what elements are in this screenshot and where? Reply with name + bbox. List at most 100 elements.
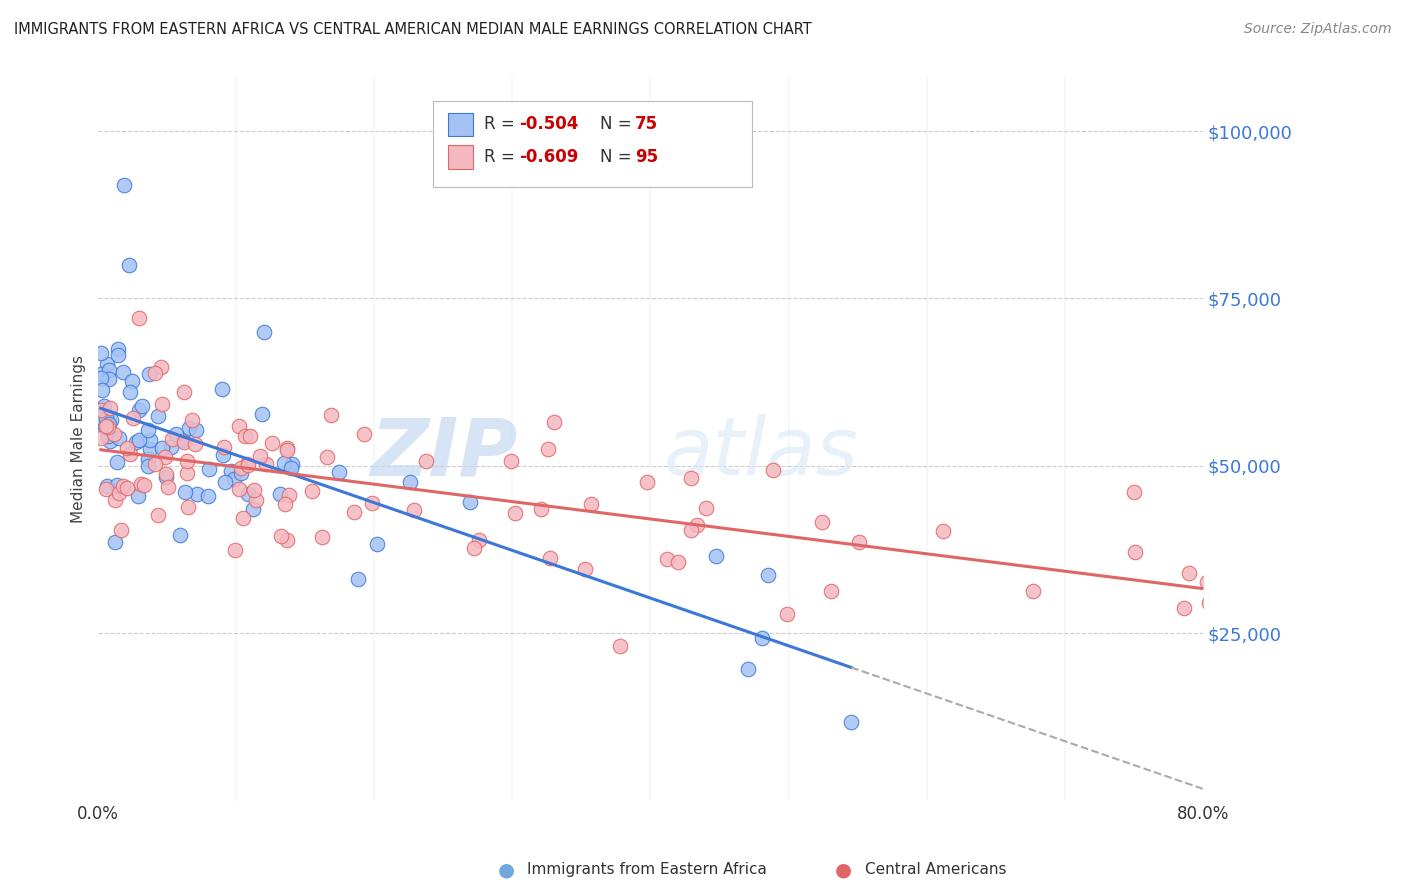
Point bbox=[366, 537, 388, 551]
Point bbox=[96, 357, 118, 371]
Point bbox=[103, 426, 125, 441]
Point bbox=[179, 421, 201, 435]
Point bbox=[97, 429, 120, 443]
Point bbox=[301, 484, 323, 499]
Point bbox=[108, 485, 131, 500]
Point bbox=[276, 442, 298, 457]
Point bbox=[138, 423, 160, 437]
Point bbox=[90, 367, 112, 381]
Point bbox=[96, 411, 118, 425]
Point bbox=[530, 501, 553, 516]
Point bbox=[98, 417, 121, 431]
Point bbox=[538, 550, 561, 565]
Point bbox=[848, 535, 870, 549]
Point bbox=[236, 458, 259, 472]
Text: ●: ● bbox=[498, 860, 515, 880]
Point bbox=[103, 535, 125, 549]
Point bbox=[94, 482, 117, 496]
Point bbox=[233, 429, 256, 443]
Point bbox=[810, 515, 832, 529]
Point bbox=[242, 483, 264, 498]
Point bbox=[107, 342, 129, 356]
Point bbox=[236, 487, 259, 501]
Point bbox=[136, 458, 159, 473]
Point bbox=[839, 714, 862, 729]
Point bbox=[219, 464, 242, 478]
Point bbox=[581, 497, 603, 511]
Point bbox=[228, 482, 250, 496]
Point bbox=[174, 485, 197, 500]
FancyBboxPatch shape bbox=[449, 145, 472, 169]
Point bbox=[150, 397, 173, 411]
Point bbox=[636, 475, 658, 489]
Point bbox=[1198, 596, 1220, 610]
Point bbox=[229, 461, 252, 475]
Point bbox=[224, 472, 246, 486]
Point bbox=[90, 383, 112, 397]
Point bbox=[90, 415, 112, 429]
Text: -0.504: -0.504 bbox=[519, 115, 578, 134]
Point bbox=[657, 551, 679, 566]
Point bbox=[1195, 575, 1218, 590]
Point bbox=[98, 401, 121, 416]
Point bbox=[315, 450, 337, 465]
Point bbox=[319, 408, 342, 422]
Point bbox=[176, 453, 198, 467]
Point bbox=[758, 568, 780, 582]
Point bbox=[212, 448, 235, 462]
Point bbox=[278, 487, 301, 501]
Point bbox=[343, 505, 366, 519]
Point bbox=[131, 399, 153, 413]
Point bbox=[468, 533, 491, 547]
Point bbox=[100, 413, 122, 427]
Point bbox=[107, 348, 129, 362]
FancyBboxPatch shape bbox=[449, 113, 472, 136]
Point bbox=[280, 457, 302, 471]
Point bbox=[155, 467, 177, 481]
Point bbox=[276, 441, 298, 455]
Text: ZIP: ZIP bbox=[371, 415, 517, 492]
Point bbox=[609, 639, 631, 653]
Point bbox=[98, 372, 121, 386]
Point bbox=[224, 543, 246, 558]
Point bbox=[138, 451, 160, 466]
Point bbox=[820, 584, 842, 599]
Point bbox=[276, 533, 298, 547]
Point bbox=[242, 502, 264, 516]
Point bbox=[111, 479, 134, 493]
Point bbox=[139, 442, 162, 456]
Point bbox=[173, 384, 195, 399]
Point bbox=[751, 631, 773, 645]
Point bbox=[98, 363, 121, 377]
Point bbox=[776, 607, 799, 622]
Point bbox=[253, 325, 276, 339]
Point bbox=[150, 442, 173, 456]
Text: Source: ZipAtlas.com: Source: ZipAtlas.com bbox=[1244, 22, 1392, 37]
Point bbox=[90, 432, 112, 446]
Point bbox=[1022, 583, 1045, 598]
Point bbox=[105, 478, 128, 492]
Point bbox=[574, 562, 596, 576]
Point bbox=[127, 489, 149, 503]
Point bbox=[269, 486, 291, 500]
Text: 75: 75 bbox=[636, 115, 658, 134]
Text: Central Americans: Central Americans bbox=[865, 863, 1007, 877]
Point bbox=[186, 487, 208, 501]
Point bbox=[90, 403, 112, 417]
Y-axis label: Median Male Earnings: Median Male Earnings bbox=[72, 355, 86, 523]
Point bbox=[146, 409, 169, 424]
Point bbox=[360, 496, 382, 510]
Point bbox=[186, 423, 208, 437]
Point bbox=[280, 460, 302, 475]
Text: -0.609: -0.609 bbox=[519, 148, 578, 166]
Point bbox=[121, 374, 143, 388]
Point bbox=[120, 384, 142, 399]
Point bbox=[172, 433, 194, 447]
Point bbox=[1178, 566, 1201, 581]
Point bbox=[537, 442, 560, 456]
Point bbox=[273, 456, 295, 470]
FancyBboxPatch shape bbox=[433, 102, 752, 187]
Point bbox=[274, 497, 297, 511]
Point bbox=[98, 434, 121, 449]
Point bbox=[311, 530, 333, 544]
